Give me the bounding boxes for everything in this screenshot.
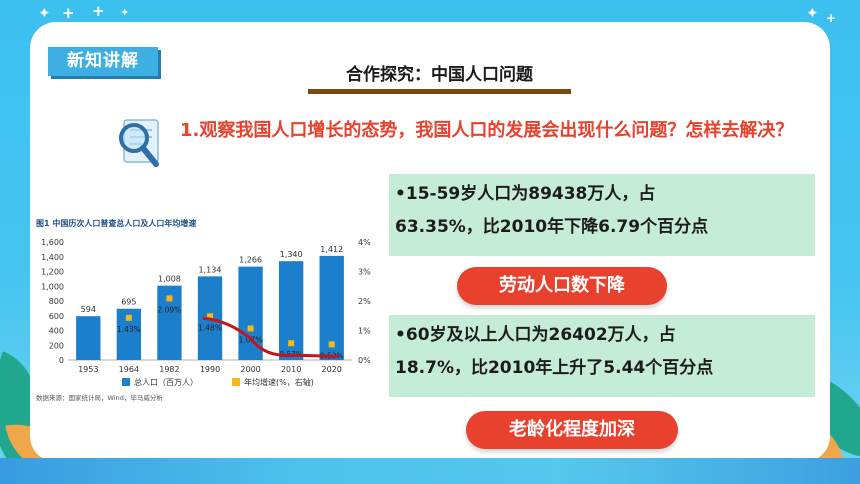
section-tag: 新知讲解 [48, 47, 158, 76]
sparkle-icon: + [92, 2, 105, 20]
y-tick-label: 800 [49, 297, 64, 306]
x-tick-label: 1953 [78, 365, 98, 374]
chart-source: 数据来源：国家统计局，Wind，毕马威分析 [36, 393, 163, 402]
bar-value-label: 1,266 [239, 256, 262, 265]
sparkle-icon: + [62, 4, 75, 22]
fact-box-aging: •60岁及以上人口为26402万人，占 18.7%，比2010年上升了5.44个… [389, 315, 815, 397]
y2-tick-label: 2% [358, 297, 371, 306]
x-tick-label: 2020 [322, 365, 342, 374]
legend-swatch-population [122, 378, 130, 386]
bar-value-label: 695 [121, 298, 136, 307]
y-tick-label: 600 [49, 312, 64, 321]
y-tick-label: 1,600 [41, 238, 64, 247]
rate-marker [288, 340, 295, 347]
page-title: 合作探究：中国人口问题 [308, 62, 571, 94]
rate-marker [328, 341, 335, 348]
legend-label: 年均增速(%，右轴) [244, 377, 314, 387]
magnifier-icon [119, 119, 159, 167]
sparkle-icon: ✦ [806, 4, 819, 22]
fact-line: •15-59岁人口为89438万人，占 [395, 184, 656, 204]
bar-value-label: 594 [81, 305, 96, 314]
bottom-decoration-band [0, 458, 860, 484]
y2-tick-label: 4% [358, 238, 371, 247]
bar-value-label: 1,340 [280, 250, 303, 259]
rate-marker [207, 313, 213, 320]
conclusion-labor-decline: 劳动人口数下降 [457, 267, 667, 305]
x-tick-label: 1982 [159, 365, 179, 374]
y-tick-label: 1,400 [41, 253, 64, 262]
fact-line: 18.7%，比2010年上升了5.44个百分点 [395, 358, 714, 378]
sparkle-icon: ✦ [120, 6, 130, 19]
conclusion-aging: 老龄化程度加深 [466, 411, 678, 449]
x-tick-label: 2010 [281, 365, 301, 374]
y-tick-label: 200 [49, 341, 64, 350]
rate-value-label: 1.43% [117, 325, 141, 334]
y2-tick-label: 3% [358, 268, 371, 277]
x-tick-label: 1964 [119, 365, 139, 374]
chart-title: 图1 中国历次人口普查总人口及人口年均增速 [36, 218, 196, 228]
bar-population [76, 316, 101, 360]
legend-swatch-rate [232, 378, 240, 386]
bar-value-label: 1,412 [320, 245, 343, 254]
rate-value-label: 2.09% [158, 305, 182, 314]
question-text: 1.观察我国人口增长的态势，我国人口的发展会出现什么问题？怎样去解决？ [180, 120, 794, 141]
fact-box-labor: •15-59岁人口为89438万人，占 63.35%，比2010年下降6.79个… [389, 174, 815, 256]
x-tick-label: 1990 [200, 365, 220, 374]
rate-marker [247, 325, 254, 332]
x-tick-label: 2000 [240, 365, 260, 374]
population-chart: 图1 中国历次人口普查总人口及人口年均增速 0 200 400 600 800 1,000 1… [36, 218, 371, 402]
y2-tick-label: 0% [358, 356, 371, 365]
trend-annotation-line [202, 316, 340, 358]
bar-population [238, 266, 263, 360]
sparkle-icon: + [826, 11, 837, 25]
fact-line: 63.35%，比2010年下降6.79个百分点 [395, 217, 709, 237]
bar-value-label: 1,134 [199, 265, 222, 274]
fact-line: •60岁及以上人口为26402万人，占 [395, 325, 676, 345]
y-tick-label: 0 [59, 356, 64, 365]
rate-marker [125, 314, 132, 321]
bar-value-label: 1,008 [158, 275, 181, 284]
y-tick-label: 400 [49, 327, 64, 336]
rate-value-label: 1.48% [198, 323, 222, 332]
sparkle-icon: ✦ [38, 4, 51, 22]
y-tick-label: 1,000 [41, 282, 64, 291]
y-tick-label: 1,200 [41, 268, 64, 277]
y2-tick-label: 1% [358, 327, 371, 336]
slide-card: 新知讲解 合作探究：中国人口问题 1.观察我国人口增长的态势，我国人口的发展会出… [30, 22, 830, 462]
legend-label: 总人口（百万人） [134, 377, 198, 387]
rate-marker [166, 295, 173, 302]
